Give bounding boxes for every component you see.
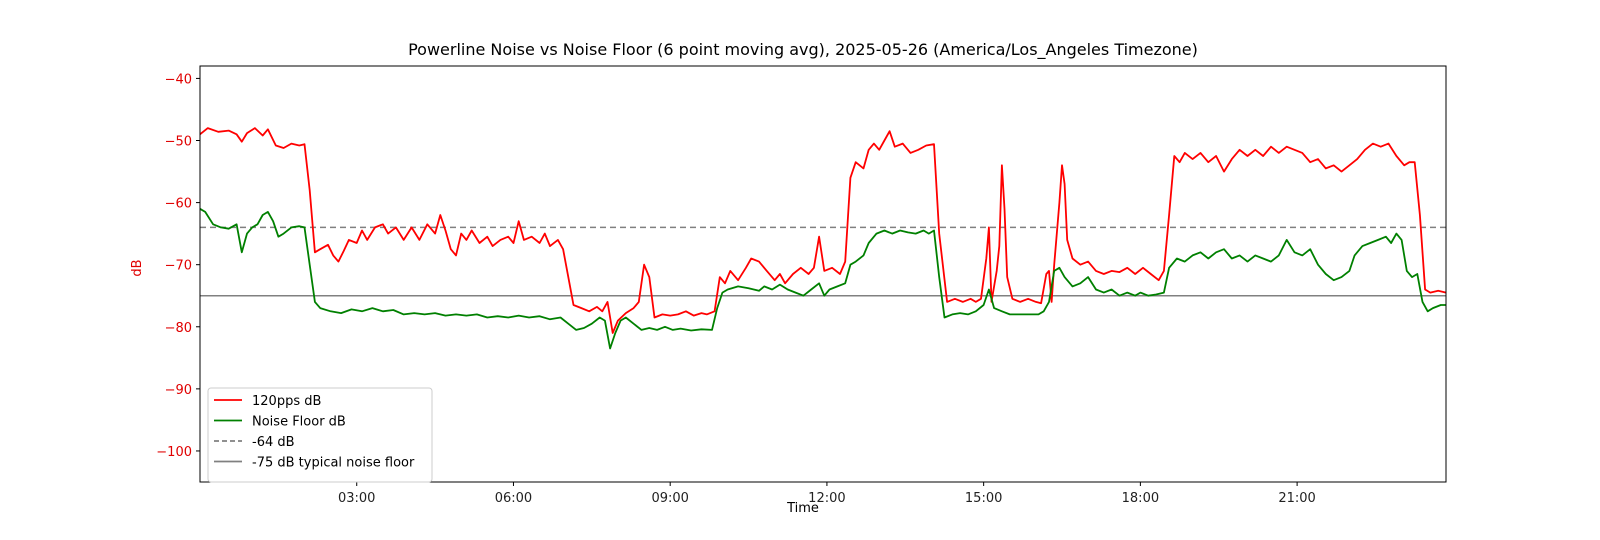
- legend-label: -64 dB: [252, 435, 295, 450]
- x-axis: 03:00 06:00 09:00 12:00 15:00 18:00 21:00: [338, 482, 1316, 506]
- y-tick-label: −80: [165, 321, 192, 336]
- legend-box: [207, 387, 433, 483]
- plot-area: [199, 127, 1447, 350]
- legend: 120pps dB Noise Floor dB -64 dB -75 dB typi…: [207, 387, 433, 483]
- x-axis-label: Time: [786, 501, 819, 516]
- x-tick-label: 03:00: [338, 491, 375, 506]
- chart-title: Powerline Noise vs Noise Floor (6 point …: [408, 40, 1198, 60]
- y-tick-label: −60: [165, 197, 192, 212]
- y-axis: −40 −50 −60 −70 −80 −90 −100: [156, 72, 200, 460]
- x-tick-label: 06:00: [495, 491, 532, 506]
- y-axis-label: dB: [130, 259, 145, 276]
- x-tick-label: 21:00: [1278, 491, 1315, 506]
- y-tick-label: −50: [165, 135, 192, 150]
- legend-label: 120pps dB: [252, 394, 321, 409]
- x-tick-label: 18:00: [1122, 491, 1159, 506]
- x-tick-label: 09:00: [651, 491, 688, 506]
- legend-label: -75 dB typical noise floor: [252, 456, 415, 471]
- x-tick-label: 12:00: [808, 491, 845, 506]
- series-line-2: [199, 208, 1446, 350]
- legend-label: Noise Floor dB: [252, 415, 346, 430]
- y-tick-label: −40: [165, 72, 192, 87]
- y-tick-label: −100: [156, 445, 192, 460]
- x-tick-label: 15:00: [965, 491, 1002, 506]
- plot-frame: [199, 65, 1447, 483]
- y-tick-label: −70: [165, 259, 192, 274]
- y-tick-label: −90: [165, 383, 192, 398]
- series-line-1: [199, 127, 1447, 334]
